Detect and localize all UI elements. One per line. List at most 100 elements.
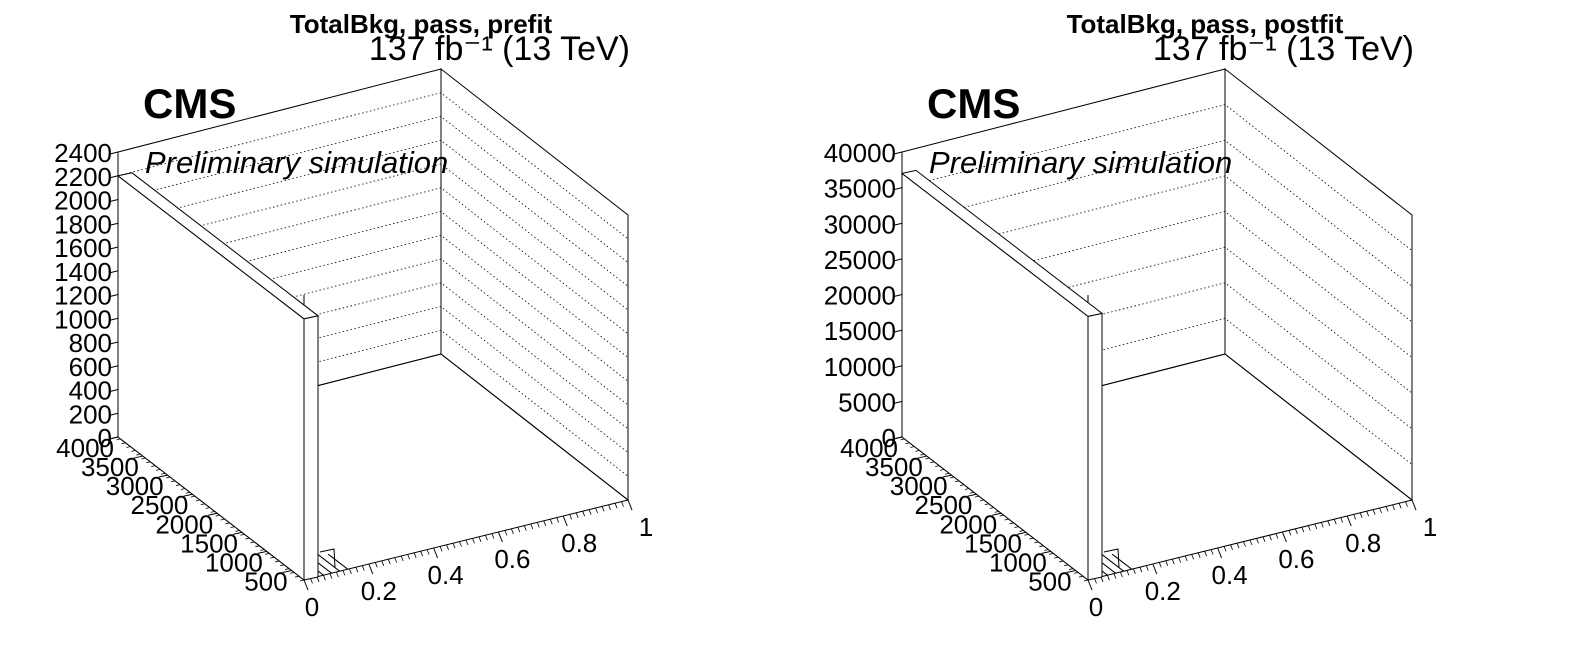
y-minor-tick (250, 541, 255, 544)
x-minor-tick (523, 525, 527, 531)
x-minor-tick (1191, 554, 1195, 560)
y-minor-tick (165, 476, 171, 479)
z-tick-label: 800 (69, 328, 112, 358)
y-minor-tick (146, 461, 151, 464)
x-minor-tick (1132, 568, 1136, 574)
floor-hatch-line (1111, 553, 1133, 570)
z-grid-line (901, 104, 1413, 251)
x-minor-tick (1236, 543, 1240, 549)
y-tick-label: 4000 (56, 433, 114, 463)
z-tick-label: 0 (98, 423, 112, 453)
x-minor-tick (1353, 514, 1357, 520)
x-minor-tick (478, 536, 482, 542)
x-tick-label: 0.6 (1278, 544, 1314, 574)
y-tick (257, 550, 267, 554)
y-tick (208, 512, 218, 516)
y-minor-tick (299, 579, 305, 582)
x-minor-tick (1204, 551, 1208, 557)
z-grid-line (117, 163, 629, 311)
x-minor-tick (601, 506, 605, 512)
x-minor-tick (1094, 578, 1097, 584)
y-minor-tick (905, 442, 910, 445)
y-tick-label: 2500 (131, 490, 189, 520)
x-minor-tick (608, 504, 611, 510)
x-tick (1152, 563, 1158, 575)
y-minor-tick (989, 507, 994, 509)
y-minor-tick (1078, 575, 1084, 578)
y-tick (992, 512, 1002, 516)
preliminary-label: Preliminary simulation (145, 145, 448, 180)
y-tick (967, 493, 977, 497)
z-grid-line (901, 282, 1413, 430)
x-minor-tick (1359, 512, 1363, 518)
x-minor-tick (569, 514, 573, 520)
z-tick-label: 1000 (54, 304, 112, 334)
y-minor-tick (126, 446, 131, 448)
y-minor-tick (116, 438, 121, 441)
x-minor-tick (472, 538, 475, 544)
y-minor-tick (220, 518, 225, 521)
x-minor-tick (1158, 562, 1162, 568)
y-minor-tick (215, 514, 220, 517)
y-tick-label: 2000 (939, 509, 997, 539)
lego-bin-top (900, 169, 1104, 317)
z-tick (109, 294, 119, 297)
z-tick-label: 2400 (54, 138, 112, 168)
z-tick (893, 222, 903, 226)
y-minor-tick (245, 537, 250, 540)
x-minor-tick (394, 557, 398, 563)
x-minor-tick (1366, 511, 1370, 517)
x-minor-tick (355, 567, 359, 573)
z-tick-label: 20000 (824, 281, 896, 311)
x-minor-tick (549, 519, 553, 525)
x-minor-tick (342, 570, 346, 576)
x-tick-label: 0.6 (494, 544, 530, 574)
x-minor-tick (336, 571, 339, 578)
y-minor-tick (136, 453, 141, 456)
z-grid-line (117, 329, 629, 477)
x-minor-tick (420, 551, 424, 557)
x-minor-tick (1379, 507, 1382, 514)
x-minor-tick (1171, 559, 1175, 565)
z-tick (893, 294, 903, 297)
x-minor-tick (1165, 560, 1169, 566)
x-minor-tick (1405, 501, 1408, 507)
y-tick-label: 3000 (106, 471, 164, 501)
z-tick (109, 246, 119, 250)
y-minor-tick (1083, 579, 1089, 582)
y-minor-tick (275, 560, 280, 563)
x-tick-label: 0.2 (361, 576, 397, 606)
x-minor-tick (1107, 575, 1110, 581)
y-minor-tick (1069, 568, 1074, 570)
z-tick-label: 200 (69, 399, 112, 429)
x-tick-label: 0 (1089, 592, 1103, 622)
y-minor-tick (954, 480, 960, 483)
x-minor-tick (310, 578, 313, 584)
y-minor-tick (1034, 541, 1039, 544)
y-minor-tick (1073, 571, 1079, 574)
y-minor-tick (270, 556, 275, 559)
z-tick-label: 0 (882, 423, 896, 453)
x-tick-label: 0.4 (1212, 560, 1248, 590)
y-minor-tick (200, 503, 205, 506)
z-tick (109, 412, 119, 416)
y-minor-tick (1004, 518, 1009, 521)
z-grid-line (117, 306, 629, 453)
x-tick-label: 0.2 (1145, 576, 1181, 606)
z-tick-label: 1800 (54, 209, 112, 239)
x-tick (433, 547, 439, 559)
z-grid-line (117, 139, 629, 287)
y-minor-tick (964, 488, 970, 490)
x-minor-tick (361, 565, 365, 571)
x-minor-tick (1178, 557, 1182, 563)
x-minor-tick (452, 543, 456, 549)
y-minor-tick (915, 449, 920, 452)
y-tick-label: 1000 (989, 547, 1047, 577)
x-minor-tick (575, 512, 579, 518)
y-minor-tick (940, 469, 945, 471)
y-minor-tick (920, 453, 925, 456)
x-minor-tick (1113, 573, 1117, 579)
cms-label: CMS (927, 80, 1020, 127)
y-tick (917, 455, 927, 459)
x-minor-tick (1243, 541, 1246, 547)
